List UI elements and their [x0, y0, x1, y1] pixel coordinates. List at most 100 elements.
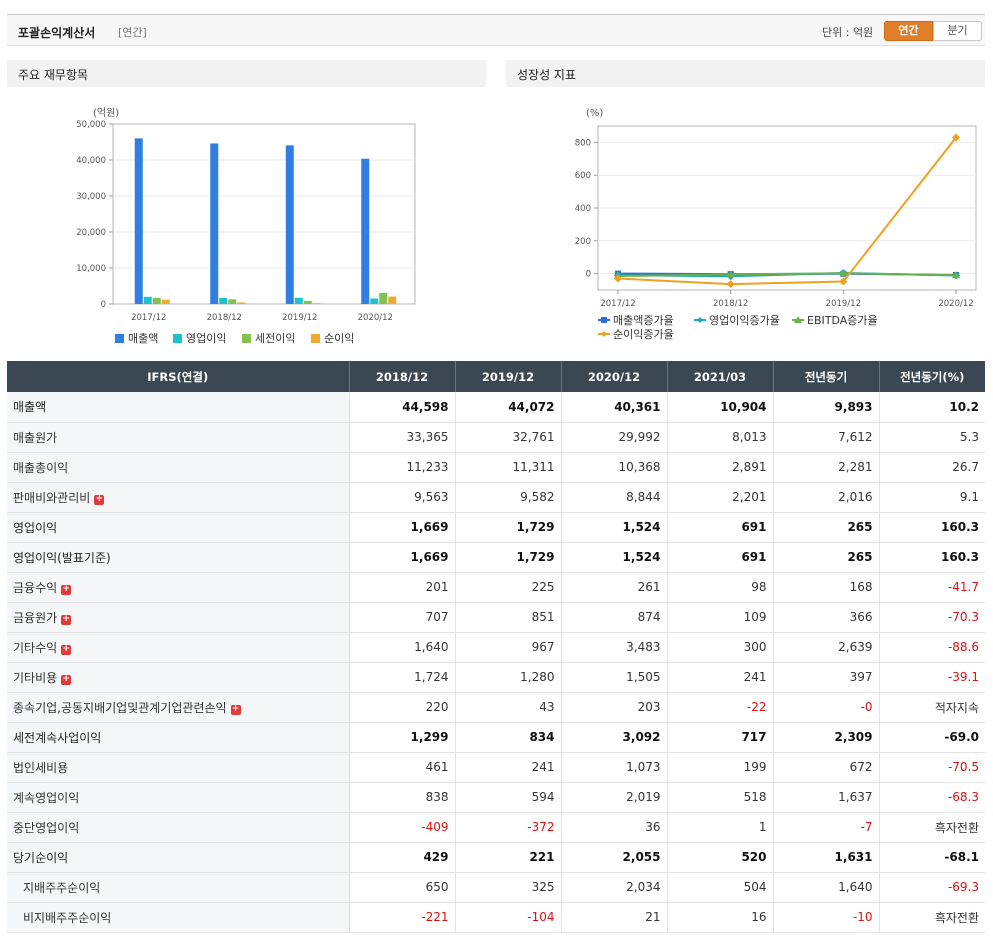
- row-label[interactable]: 기타비용 +: [7, 662, 349, 693]
- table-row: 금융수익 +201 225 261 98 168 -41.7: [7, 571, 985, 603]
- expand-plus-icon[interactable]: +: [61, 583, 72, 595]
- point-EBITDA증가율: [952, 271, 960, 279]
- table-row: 당기순이익 429 221 2,055 520 1,631 -68.1: [7, 841, 985, 873]
- table-cell: 203: [560, 692, 667, 723]
- unit-label: 단위 : 억원: [822, 26, 874, 39]
- table-cell: 1: [666, 812, 773, 843]
- income-statement-table: IFRS(연결) 2018/12 2019/12 2020/12 2021/03 전년동기…: [7, 361, 985, 933]
- x-tick-label: 2019/12: [282, 313, 317, 323]
- table-row: 계속영업이익 838 594 2,019 518 1,637 -68.3: [7, 782, 985, 813]
- row-label[interactable]: 기타수익 +: [7, 632, 349, 663]
- table-cell: 1,729: [454, 511, 561, 543]
- table-cell: 851: [454, 602, 561, 633]
- table-cell: 2,016: [772, 482, 879, 513]
- tab-annual[interactable]: 연간: [884, 21, 933, 41]
- table-cell: -372: [454, 812, 561, 843]
- expand-plus-icon[interactable]: +: [61, 673, 72, 685]
- table-cell: 10,368: [560, 452, 667, 483]
- table-cell: 적자지속: [878, 692, 985, 723]
- y-tick-label: 50,000: [76, 120, 106, 130]
- point-EBITDA증가율: [726, 270, 735, 278]
- expand-plus-icon[interactable]: +: [94, 493, 105, 505]
- table-cell: 1,505: [560, 662, 667, 693]
- table-row: 판매비와관리비 +9,563 9,582 8,844 2,201 2,016 9.1: [7, 482, 985, 513]
- row-label: 매출액: [7, 392, 349, 423]
- growth-line-chart: (%) 0 200 400 600 800 2017/12 2018/12 2019/12 202…: [575, 108, 977, 341]
- bar-매출액-2020/12: [361, 158, 370, 304]
- legend-marker: [601, 331, 607, 337]
- table-cell: 672: [772, 752, 879, 783]
- table-cell: 2,034: [560, 872, 667, 903]
- table-row: 금융원가 +707 851 874 109 366 -70.3: [7, 602, 985, 633]
- table-cell: 2,055: [560, 841, 667, 873]
- table-cell: 261: [560, 571, 667, 603]
- bar-순이익-2020/12: [388, 296, 397, 304]
- table-cell: 265: [772, 511, 879, 543]
- table-cell: 8,844: [560, 482, 667, 513]
- row-label-text: 당기순이익: [13, 850, 69, 865]
- table-cell: 26.7: [878, 452, 985, 483]
- legend-swatch: [173, 334, 182, 343]
- row-label-text: 중단영업이익: [13, 820, 80, 835]
- row-label-text: 영업이익: [13, 520, 58, 535]
- table-row: 매출총이익 11,233 11,311 10,368 2,891 2,281 26.7: [7, 452, 985, 483]
- table-cell: -69.3: [878, 872, 985, 903]
- x-tick-label: 2017/12: [131, 313, 166, 323]
- table-cell: 44,072: [454, 392, 561, 423]
- column-header-5: 전년동기: [773, 361, 880, 392]
- expand-plus-icon[interactable]: +: [61, 613, 72, 625]
- table-cell: 967: [454, 632, 561, 663]
- table-cell: 98: [666, 571, 773, 603]
- point-순이익증가율: [952, 133, 960, 142]
- table-row: 세전계속사업이익 1,299 834 3,092 717 2,309 -69.0: [7, 721, 985, 753]
- table-cell: 44,598: [348, 392, 455, 423]
- table-cell: 504: [666, 872, 773, 903]
- table-cell: -88.6: [878, 632, 985, 663]
- table-cell: 265: [772, 542, 879, 573]
- row-label[interactable]: 금융원가 +: [7, 602, 349, 633]
- row-label: 매출총이익: [7, 452, 349, 483]
- row-label-text: 법인세비용: [13, 760, 69, 775]
- table-header-row: IFRS(연결) 2018/12 2019/12 2020/12 2021/03 전년동기…: [7, 361, 985, 392]
- bar-매출액-2019/12: [285, 145, 294, 304]
- table-cell: 201: [348, 571, 455, 603]
- table-cell: 1,524: [560, 511, 667, 543]
- row-label: 지배주주순이익: [7, 872, 349, 903]
- table-cell: 8,013: [666, 422, 773, 453]
- table-row: 기타수익 +1,640 967 3,483 300 2,639 -88.6: [7, 632, 985, 663]
- tab-quarter[interactable]: 분기: [933, 21, 982, 41]
- expand-plus-icon[interactable]: +: [230, 703, 241, 715]
- row-label[interactable]: 금융수익 +: [7, 571, 349, 603]
- table-cell: 1,640: [772, 872, 879, 903]
- bar-영업이익-2018/12: [219, 297, 228, 304]
- table-cell: 21: [560, 902, 667, 933]
- table-cell: 221: [454, 841, 561, 873]
- y-tick-label: 40,000: [76, 156, 106, 166]
- table-cell: -0: [772, 692, 879, 723]
- table-cell: 1,669: [348, 511, 455, 543]
- table-cell: 325: [454, 872, 561, 903]
- legend-label: 매출액: [128, 332, 158, 345]
- table-cell: 834: [454, 721, 561, 753]
- row-label-text: 지배주주순이익: [23, 880, 101, 895]
- table-cell: 1,669: [348, 542, 455, 573]
- series-line-EBITDA증가율: [617, 272, 957, 278]
- table-row: 종속기업,공동지배기업및관계기업관련손익 +220 43 203 -22 -0 적자지속: [7, 692, 985, 723]
- plot-area: [112, 123, 416, 305]
- table-cell: 40,361: [560, 392, 667, 423]
- bar-순이익-2018/12: [237, 302, 246, 304]
- y-tick-label: 20,000: [76, 228, 106, 238]
- table-cell: 691: [666, 511, 773, 543]
- point-순이익증가율: [726, 280, 735, 289]
- table-cell: 838: [348, 782, 455, 813]
- statement-period: [연간]: [118, 26, 147, 39]
- expand-plus-icon[interactable]: +: [61, 643, 72, 655]
- table-cell: 10,904: [666, 392, 773, 423]
- bar-순이익-2019/12: [312, 303, 321, 304]
- row-label[interactable]: 판매비와관리비 +: [7, 482, 349, 513]
- legend-marker: [601, 317, 607, 323]
- table-cell: 1,640: [348, 632, 455, 663]
- series-line-순이익증가율: [617, 136, 957, 286]
- table-cell: 220: [348, 692, 455, 723]
- row-label[interactable]: 종속기업,공동지배기업및관계기업관련손익 +: [7, 692, 349, 723]
